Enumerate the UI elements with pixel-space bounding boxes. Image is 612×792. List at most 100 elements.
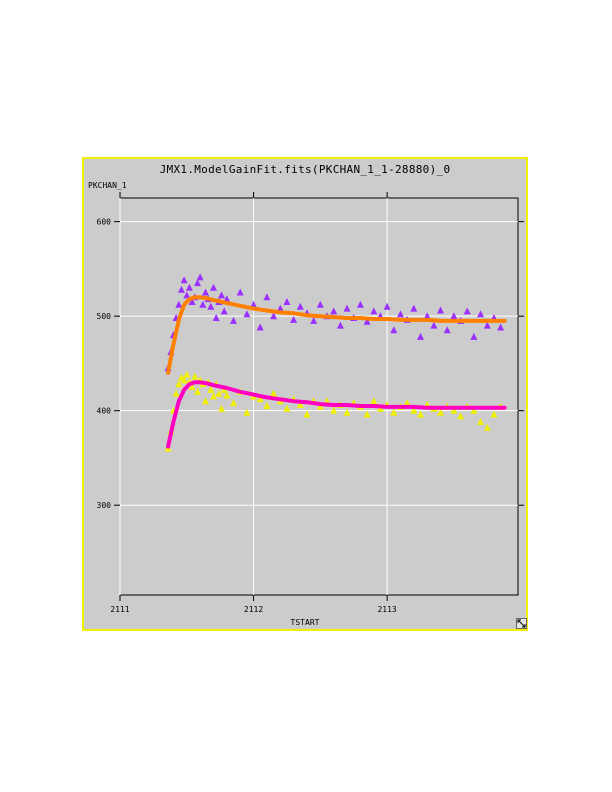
series-0-point [188,298,196,305]
x-axis-label: TSTART [290,618,320,627]
series-1-point [450,406,458,414]
series-1-point [210,392,217,400]
plot-area: 2111 2112 2113 300 400 500 600 [97,192,524,614]
series-0-point [316,300,324,308]
series-0-point [243,310,251,318]
series-0-point [207,302,215,310]
series-0-point [185,283,193,291]
series-0-point [430,321,438,329]
series-1-point [180,376,188,384]
series-1-point [303,410,311,418]
series-0-point [443,326,451,334]
series-0-point [196,273,204,281]
series-0-point [336,321,344,329]
series-1-point [194,387,201,395]
series-1-point [183,370,191,378]
series-1-point [175,380,183,388]
series-1-point [330,406,338,414]
y-tick-label: 500 [97,312,112,321]
series-1-point [283,404,291,412]
series-1-point [296,401,304,408]
series-0-point [177,285,185,293]
series-1-point [188,383,196,390]
series-1-point [223,391,231,399]
series-1-point [215,389,223,397]
series-1-point [477,418,485,425]
y-tick-label: 300 [97,501,112,510]
x-tick-label: 2112 [244,605,263,614]
series-1-point [270,389,278,397]
series-0-point [296,302,304,310]
series-0-point [310,316,318,324]
series-0-point [390,326,398,334]
series-1-point [457,412,465,420]
x-tick-label: 2111 [110,605,129,614]
plot-window: JMX1.ModelGainFit.fits(PKCHAN_1_1-28880)… [82,157,528,631]
series-1-point [256,395,264,403]
plot-title: JMX1.ModelGainFit.fits(PKCHAN_1_1-28880)… [159,163,451,176]
series-1-point [243,408,251,416]
series-1-point [191,372,199,380]
series-1-point [218,404,225,412]
series-0-point [212,314,220,321]
series-1-point [370,397,378,405]
series-1-point [172,389,180,397]
series-3-line [166,380,507,449]
series-1-point [207,385,215,393]
resize-corner-icon[interactable] [516,618,527,629]
series-1-point [390,408,398,416]
series-0-point [230,316,237,324]
series-0-point [175,300,183,308]
y-tick-label: 600 [97,218,112,227]
series-0-point [270,312,278,320]
series-0-point [483,321,491,329]
series-1-point [230,399,237,407]
series-0-point [417,332,424,340]
series-1-point [417,410,424,418]
series-1-point [410,406,418,414]
series-0-point [218,291,225,299]
series-1-point [490,410,498,418]
series-0-point [363,317,371,325]
series-0-point [370,307,378,315]
series-0-point [477,310,485,318]
series-0-point [194,279,201,287]
series-0-point [256,323,264,331]
series-0-point [463,307,471,315]
series-1-point [483,423,491,431]
series-1-point [343,408,351,416]
series-1-point [470,406,478,414]
series-0-point [223,295,231,303]
series-0-point [210,283,217,291]
series-0-point [250,300,258,308]
series-0-point [356,300,364,308]
series-0-point [437,306,444,314]
y-axis-label: PKCHAN_1 [88,181,127,190]
series-1-point [202,397,209,405]
x-tick-label: 2113 [377,605,396,614]
series-0-point [410,304,418,312]
series-0-point [397,310,404,318]
series-1-point [363,410,371,418]
series-0-point [236,288,244,296]
series-0-point [276,304,284,312]
y-tick-label: 400 [97,407,112,416]
series-0-point [202,288,209,296]
series-0-point [283,298,291,305]
series-0-point [263,293,271,301]
series-0-point [180,276,188,284]
series-0-point [383,302,391,310]
series-1-point [437,408,444,416]
series-1-point [316,402,324,410]
series-1-point [263,402,271,409]
series-1-point [403,399,411,407]
series-0-point [220,307,228,315]
series-0-point [343,304,351,312]
series-0-point [199,300,207,308]
series-0-point [423,312,431,320]
series-0-point [497,323,505,331]
series-0-point [183,291,191,299]
series-2-line [166,295,507,375]
series-0-point [330,307,338,315]
series-0-point [470,332,478,340]
